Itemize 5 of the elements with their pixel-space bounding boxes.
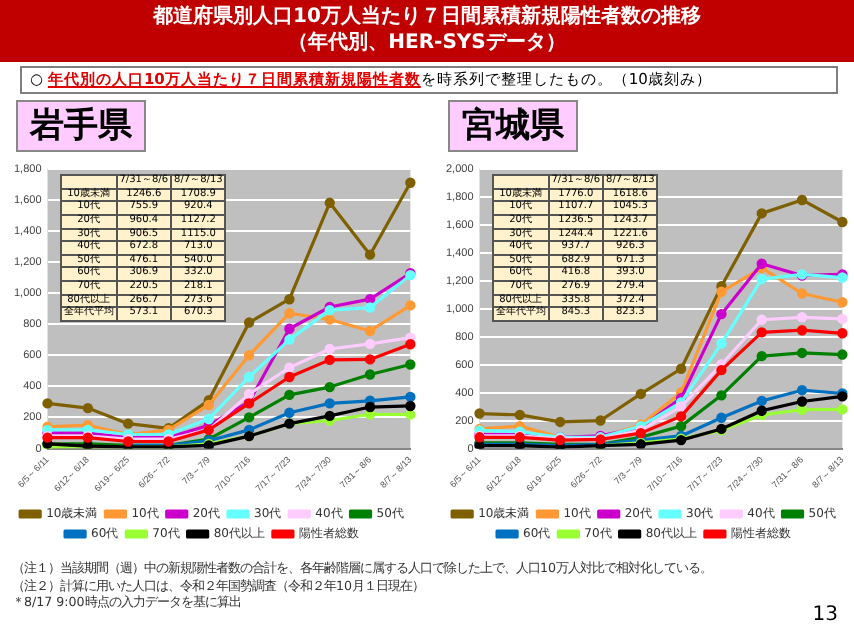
text: （年代別、HER-SYSデータ） [286, 30, 568, 56]
chart-title: 宮城県 [448, 100, 578, 152]
text: 都道府県別人口10万人当たり７日間累積新規陽性者数の推移 [151, 4, 703, 30]
chart-title: 岩手県 [16, 100, 146, 152]
text: 13 [812, 604, 838, 626]
